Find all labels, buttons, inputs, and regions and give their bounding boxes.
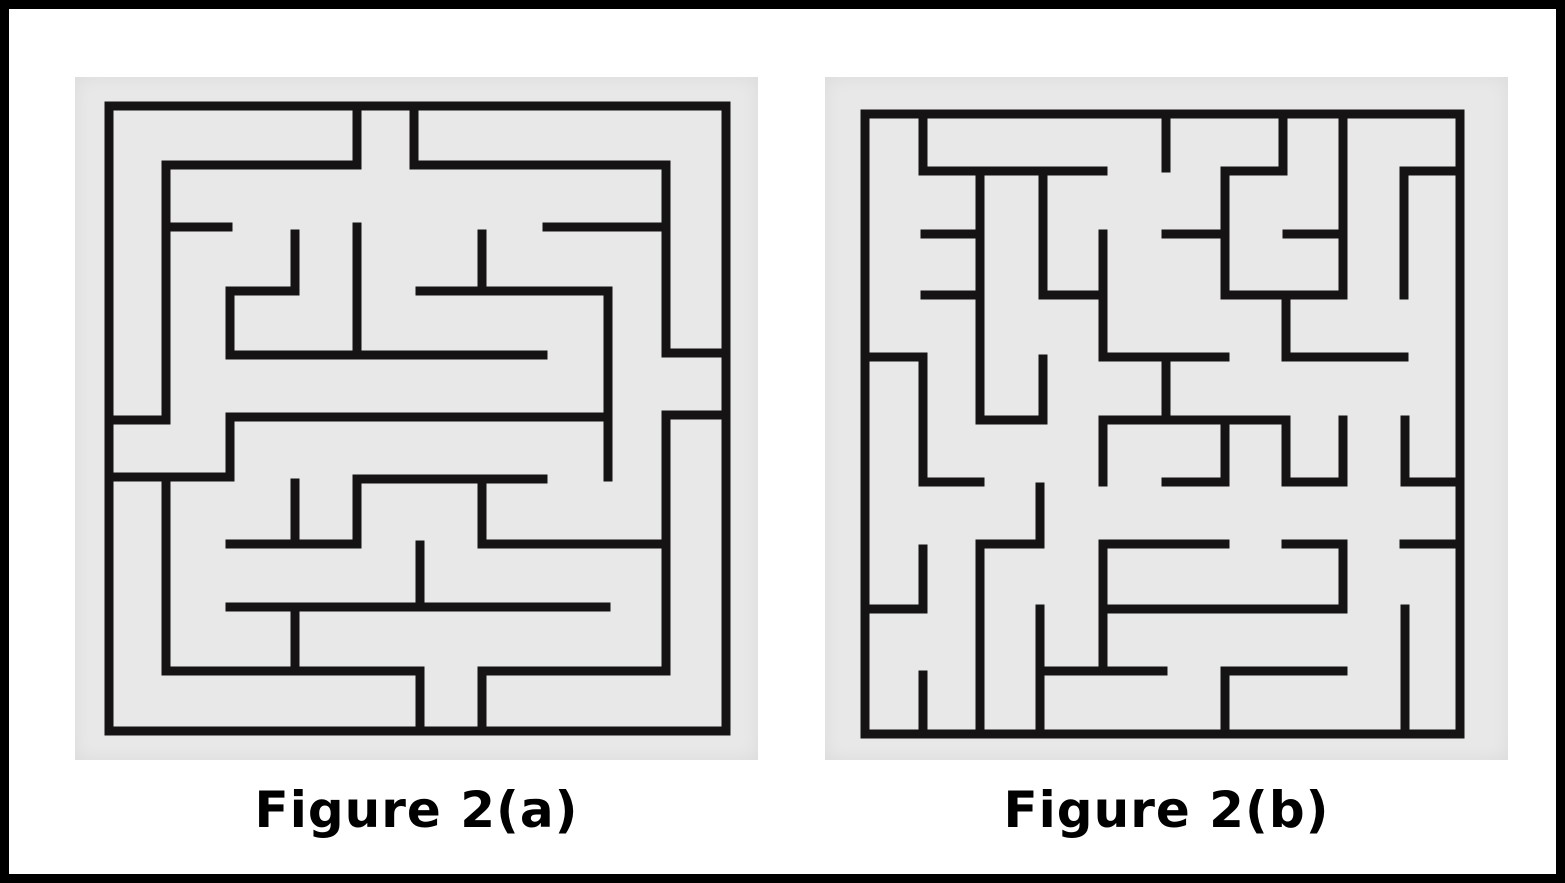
- figure-caption-a: Figure 2(a): [254, 781, 579, 839]
- figure-caption-b: Figure 2(b): [1003, 781, 1330, 839]
- maze-b-wall: [1161, 415, 1230, 487]
- maze-a-wall: [161, 101, 362, 232]
- maze-b-wall: [1038, 166, 1230, 362]
- maze-b-wall: [860, 544, 928, 614]
- maze-b-wall: [1400, 415, 1465, 487]
- maze-a-wall: [477, 478, 671, 549]
- maze-b-wall: [975, 482, 1045, 739]
- maze-a: [104, 101, 731, 736]
- maze-a-wall: [225, 474, 548, 549]
- maze-photo-b: [825, 77, 1508, 760]
- maze-b-wall: [1098, 539, 1348, 614]
- maze-a-wall: [409, 101, 731, 358]
- maze-a-wall: [477, 410, 731, 736]
- maze-a-wall: [225, 229, 548, 360]
- maze-b: [860, 109, 1465, 739]
- maze-b-wall: [1220, 109, 1291, 300]
- maze-b-wall: [1220, 666, 1348, 739]
- maze-a-wall: [104, 412, 613, 482]
- maze-b-wall: [975, 166, 1048, 425]
- maze-b-wall: [1098, 415, 1348, 487]
- maze-b-wall: [860, 352, 985, 487]
- maze-b-wall: [918, 109, 1108, 176]
- maze-photo-a: [75, 77, 758, 760]
- maze-a-wall: [415, 286, 613, 482]
- maze-b-wall: [1399, 166, 1465, 300]
- maze-a-wall: [104, 222, 171, 425]
